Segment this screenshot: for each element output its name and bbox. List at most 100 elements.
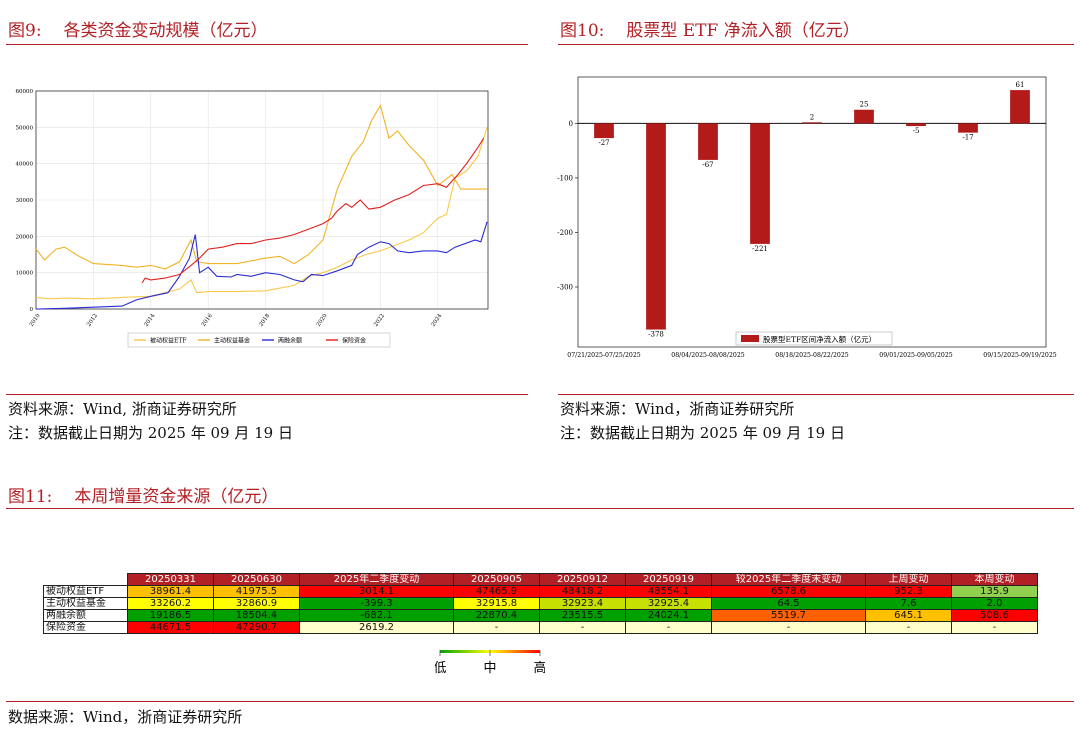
- series-line-3: [141, 137, 485, 284]
- series-line-0: [35, 127, 488, 300]
- x-tick-label: 2024: [430, 313, 443, 328]
- fig10-title-text: 股票型 ETF 净流入额（亿元）: [626, 21, 860, 41]
- fig11-bottom-rule: [6, 701, 1074, 702]
- legend-label-1: 主动权益基金: [214, 337, 250, 345]
- table-cell: 22870.4: [453, 609, 540, 622]
- table-header-cell: 20250905: [453, 573, 540, 586]
- fig10-title: 图10: 股票型 ETF 净流入额（亿元）: [560, 16, 860, 41]
- table-cell: -: [625, 621, 712, 634]
- fig10-bottom-rule: [558, 394, 1074, 395]
- plot-frame: [35, 90, 489, 310]
- fig10-number: 图10:: [560, 21, 605, 41]
- fig9-note: 注：数据截止日期为 2025 年 09 月 19 日: [8, 424, 293, 442]
- table-cell: -682.1: [299, 609, 454, 622]
- table-cell: 32923.4: [539, 597, 626, 610]
- table-cell: 6578.6: [711, 585, 866, 598]
- plot-frame: [577, 76, 1047, 348]
- table-cell: 135.9: [951, 585, 1038, 598]
- bar: [646, 123, 666, 330]
- x-category-label: 09/15/2025-09/19/2025: [983, 352, 1056, 359]
- fig11-source: 数据来源：Wind，浙商证券研究所: [8, 708, 243, 726]
- y-tick-label: 0: [569, 120, 573, 128]
- bar: [750, 123, 770, 244]
- table-cell: -: [865, 621, 952, 634]
- bar-data-label: 61: [1016, 81, 1025, 89]
- bar: [802, 122, 822, 124]
- x-category-label: 09/01/2025-09/05/2025: [879, 352, 952, 359]
- table-cell: 48418.2: [539, 585, 626, 598]
- table-header-cell: 上周变动: [865, 573, 952, 586]
- corner-cell: [44, 574, 128, 586]
- x-tick-label: 2018: [258, 313, 271, 328]
- table-header-cell: 本周变动: [951, 573, 1038, 586]
- y-tick-label: -100: [557, 174, 573, 182]
- table-cell: 19186.5: [127, 609, 214, 622]
- fig9-title-text: 各类资金变动规模（亿元）: [63, 21, 268, 41]
- y-tick-label: 30000: [16, 198, 34, 204]
- x-tick-label: 2016: [201, 313, 214, 328]
- table-header-cell: 20250331: [127, 573, 214, 586]
- fig11-title: 图11: 本周增量资金来源（亿元）: [8, 482, 278, 507]
- fig11-number: 图11:: [8, 487, 53, 507]
- fig10-source: 资料来源：Wind，浙商证券研究所: [560, 400, 795, 418]
- table-cell: 5519.7: [711, 609, 866, 622]
- row-label: 被动权益ETF: [43, 585, 128, 598]
- table-header-cell: 2025年二季度变动: [299, 573, 454, 586]
- bar-data-label: -17: [962, 134, 973, 142]
- table-cell: 41975.5: [213, 585, 300, 598]
- legend-label-2: 两融余额: [278, 337, 302, 345]
- x-tick-label: 2022: [373, 313, 386, 328]
- bar-data-label: -221: [752, 245, 768, 253]
- table-cell: 32925.4: [625, 597, 712, 610]
- fig9-number: 图9:: [8, 21, 42, 41]
- table-row: 被动权益ETF 38961.4 41975.5 3014.1 47465.9 48418.…: [43, 585, 1038, 598]
- table-cell: 24024.1: [625, 609, 712, 622]
- fig9-source: 资料来源：Wind, 浙商证券研究所: [8, 400, 237, 418]
- table-cell: 48554.1: [625, 585, 712, 598]
- table-cell: 47290.7: [213, 621, 300, 634]
- table-cell: -: [951, 621, 1038, 634]
- table-cell: 38961.4: [127, 585, 214, 598]
- table-row: 两融余额 19186.5 18504.4 -682.1 22870.4 23515.5 24…: [43, 609, 1038, 622]
- table-cell: 44671.5: [127, 621, 214, 634]
- y-tick-label: 0: [30, 307, 34, 313]
- bar: [854, 109, 874, 124]
- table-cell: 952.3: [865, 585, 952, 598]
- bar-data-label: -5: [913, 127, 920, 135]
- row-label: 两融余额: [43, 609, 128, 622]
- bar-data-label: 2: [810, 113, 814, 121]
- table-header-cell: 20250630: [213, 573, 300, 586]
- fig9-title: 图9: 各类资金变动规模（亿元）: [8, 16, 268, 41]
- table-cell: 645.1: [865, 609, 952, 622]
- table-cell: 18504.4: [213, 609, 300, 622]
- bar: [698, 123, 718, 160]
- legend-box: [735, 331, 893, 346]
- series-line-1: [35, 104, 488, 270]
- color-scale-legend: 低 中 高: [435, 650, 545, 676]
- y-tick-label: 60000: [16, 89, 34, 95]
- table-cell: -: [539, 621, 626, 634]
- row-label: 保险资金: [43, 621, 128, 634]
- x-tick-label: 2010: [29, 313, 42, 328]
- table-row: 主动权益基金 33260.2 32860.9 -399.3 32915.8 32923.4…: [43, 597, 1038, 610]
- y-tick-label: 20000: [16, 234, 34, 240]
- table-header-cell: 20250919: [625, 573, 712, 586]
- scale-label-mid: 中: [483, 661, 496, 676]
- x-tick-label: 2014: [144, 313, 157, 328]
- fig9-bottom-rule: [6, 394, 528, 395]
- bar-data-label: 25: [860, 101, 869, 109]
- y-tick-label: 40000: [16, 162, 34, 168]
- bar: [594, 123, 614, 139]
- table-row: 保险资金 44671.5 47290.7 2619.2- - - - - -: [43, 621, 1038, 634]
- table-cell: 2619.2: [299, 621, 454, 634]
- legend-box: [127, 332, 391, 348]
- x-category-label: 07/21/2025-07/25/2025: [567, 352, 640, 359]
- x-category-label: 08/18/2025-08/22/2025: [775, 352, 848, 359]
- legend-label-3: 保险资金: [342, 337, 366, 345]
- fund-source-heatmap-table: 20250331 20250630 2025年二季度变动 20250905 202509…: [43, 573, 1038, 634]
- bar-data-label: -67: [702, 161, 713, 169]
- y-tick-label: 50000: [16, 125, 34, 131]
- legend-label: 股票型ETF区间净流入额（亿元）: [763, 334, 876, 344]
- table-cell: 2.0: [951, 597, 1038, 610]
- fig10-note: 注：数据截止日期为 2025 年 09 月 19 日: [560, 424, 845, 442]
